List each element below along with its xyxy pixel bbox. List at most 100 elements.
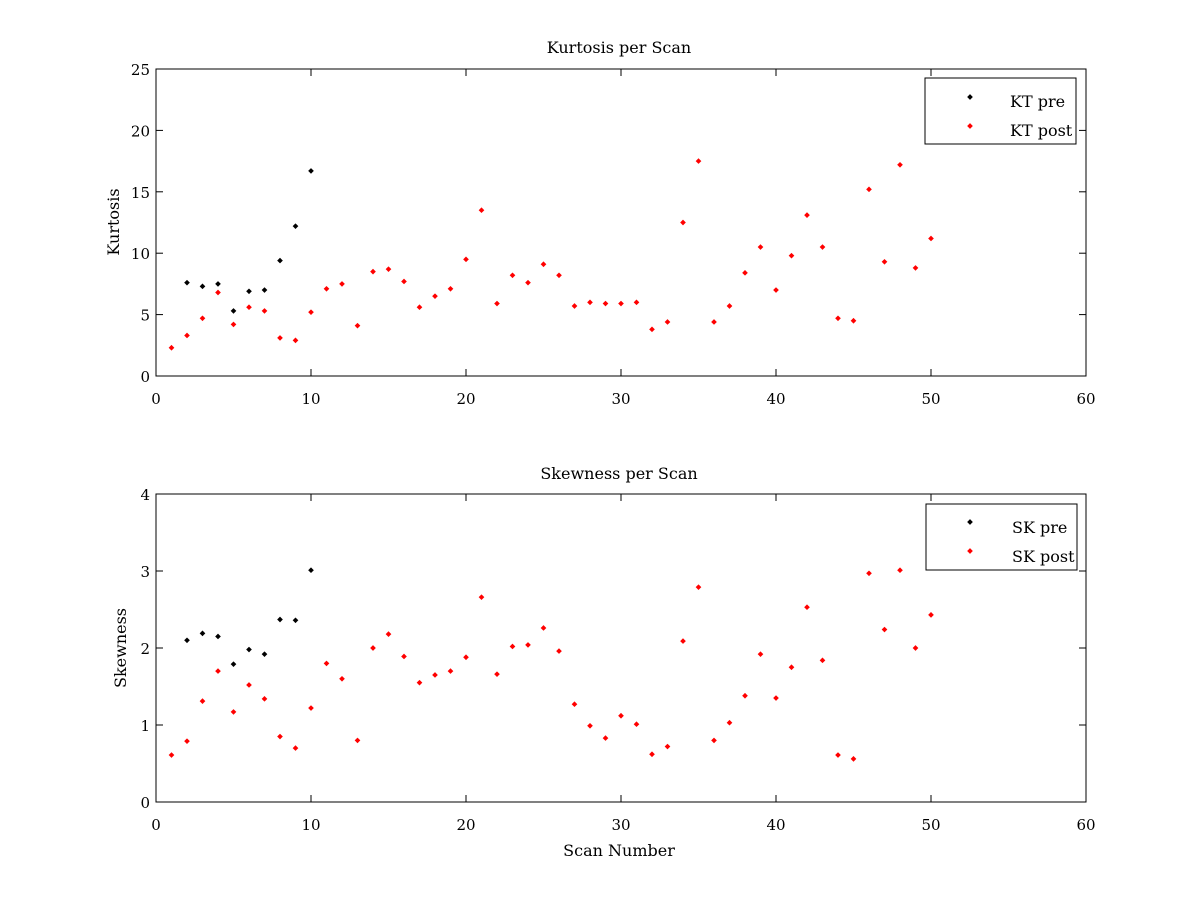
kurtosis-legend-box	[924, 77, 1077, 145]
kurtosis-y-tick-label: 25	[131, 61, 150, 79]
skewness-point-sk-post	[866, 570, 872, 577]
skewness-point-sk-post	[540, 625, 547, 631]
skewness-point-sk-post	[292, 745, 299, 751]
kurtosis-x-tick-label: 40	[766, 390, 785, 408]
kurtosis-x-tick-label: 50	[921, 390, 940, 408]
skewness-y-tick-label: 4	[140, 486, 150, 504]
skewness-point-sk-post	[463, 654, 469, 661]
kurtosis-panel: Kurtosis per Scan Kurtosis 0 10 20 30 40 50 60…	[104, 38, 1096, 408]
skewness-point-sk-post	[788, 664, 795, 671]
kurtosis-point-kt-post	[401, 278, 407, 285]
skewness-point-sk-post	[835, 752, 841, 758]
kurtosis-point-kt-post	[726, 303, 733, 309]
kurtosis-point-kt-post	[757, 244, 764, 250]
kurtosis-legend-label-kt-pre: KT pre	[1010, 92, 1065, 111]
skewness-point-sk-post	[354, 737, 361, 744]
skewness-point-sk-pre	[277, 616, 283, 623]
skewness-point-sk-post	[587, 722, 593, 729]
skewness-point-sk-post	[664, 743, 671, 750]
kurtosis-point-kt-post	[277, 335, 283, 341]
kurtosis-point-kt-post	[556, 272, 562, 279]
skewness-point-sk-post	[215, 668, 221, 674]
kurtosis-point-kt-post	[819, 244, 826, 250]
skewness-point-sk-post	[494, 671, 500, 678]
kurtosis-point-kt-post	[261, 308, 268, 314]
skewness-point-sk-post	[525, 642, 531, 648]
kurtosis-point-kt-post	[928, 235, 934, 242]
skewness-point-sk-pre	[308, 567, 314, 574]
kurtosis-point-kt-post	[881, 258, 888, 265]
kurtosis-point-kt-post	[633, 299, 640, 306]
skewness-y-ticks: 0 1 2 3 4	[140, 486, 1086, 812]
kurtosis-point-kt-post	[866, 186, 872, 193]
skewness-legend-label-sk-post: SK post	[1012, 547, 1075, 566]
kurtosis-point-kt-post	[416, 304, 423, 311]
kurtosis-point-kt-post	[897, 161, 903, 168]
skewness-point-sk-post	[432, 672, 438, 678]
skewness-point-sk-post	[633, 721, 640, 728]
kurtosis-y-tick-label: 10	[131, 245, 150, 263]
skewness-point-sk-post	[416, 679, 423, 686]
kurtosis-point-kt-post	[494, 300, 500, 307]
skewness-x-ticks: 0 10 20 30 40 50 60	[151, 494, 1096, 834]
skewness-point-sk-post	[385, 631, 392, 637]
kurtosis-point-kt-post	[339, 281, 345, 287]
skewness-point-sk-pre	[230, 661, 237, 667]
kurtosis-point-kt-pre	[277, 257, 283, 264]
kurtosis-point-kt-post	[664, 319, 671, 325]
kurtosis-point-kt-pre	[246, 288, 252, 295]
skewness-point-sk-post	[571, 701, 578, 708]
kurtosis-point-kt-pre	[308, 168, 314, 174]
skewness-point-sk-pre	[199, 630, 206, 637]
kurtosis-point-kt-post	[571, 303, 578, 309]
kurtosis-legend-marker-kt-post	[967, 123, 973, 129]
skewness-point-sk-post	[680, 638, 686, 644]
kurtosis-legend: KT pre KT post	[924, 77, 1077, 145]
skewness-point-sk-post	[370, 645, 376, 651]
skewness-x-tick-label: 30	[611, 816, 630, 834]
kurtosis-x-tick-label: 10	[301, 390, 320, 408]
skewness-y-axis-label: Skewness	[111, 608, 130, 688]
skewness-point-sk-post	[773, 695, 779, 701]
skewness-point-sk-post	[323, 660, 330, 667]
skewness-x-tick-label: 10	[301, 816, 320, 834]
skewness-panel: Skewness per Scan Skewness Scan Number 0…	[111, 464, 1096, 860]
kurtosis-point-kt-pre	[261, 287, 268, 293]
skewness-point-sk-post	[850, 756, 857, 762]
kurtosis-y-tick-label: 0	[140, 368, 150, 386]
kurtosis-point-kt-post	[711, 319, 717, 325]
kurtosis-point-kt-post	[850, 317, 857, 324]
kurtosis-point-kt-post	[602, 300, 609, 307]
kurtosis-point-kt-post	[478, 207, 485, 214]
kurtosis-point-kt-post	[649, 326, 655, 333]
kurtosis-point-kt-post	[804, 212, 810, 218]
kurtosis-point-kt-post	[308, 309, 314, 315]
skewness-point-sk-pre	[246, 646, 252, 653]
kurtosis-point-kt-post	[199, 315, 206, 322]
skewness-x-tick-label: 0	[151, 816, 161, 834]
kurtosis-point-kt-post	[587, 299, 593, 306]
skewness-point-sk-post	[184, 738, 190, 744]
skewness-chart-title: Skewness per Scan	[540, 464, 697, 483]
kurtosis-x-ticks: 0 10 20 30 40 50 60	[151, 69, 1096, 408]
skewness-point-sk-pre	[292, 617, 299, 624]
skewness-point-sk-post	[277, 733, 283, 740]
kurtosis-point-kt-post	[463, 256, 469, 263]
skewness-point-sk-post	[308, 705, 314, 711]
skewness-x-tick-label: 60	[1076, 816, 1095, 834]
kurtosis-point-kt-post	[354, 322, 361, 329]
kurtosis-point-kt-post	[912, 265, 919, 271]
skewness-point-sk-post	[246, 682, 252, 688]
kurtosis-point-kt-post	[540, 261, 547, 268]
kurtosis-data-points	[168, 158, 934, 351]
skewness-point-sk-pre	[261, 651, 268, 657]
kurtosis-x-tick-label: 60	[1076, 390, 1095, 408]
skewness-point-sk-post	[649, 751, 655, 758]
skewness-point-sk-post	[912, 645, 919, 651]
skewness-y-tick-label: 1	[140, 717, 150, 735]
kurtosis-point-kt-post	[509, 272, 516, 279]
skewness-y-tick-label: 3	[140, 563, 150, 581]
kurtosis-point-kt-pre	[215, 281, 221, 287]
kurtosis-point-kt-pre	[184, 279, 190, 286]
skewness-x-tick-label: 20	[456, 816, 475, 834]
